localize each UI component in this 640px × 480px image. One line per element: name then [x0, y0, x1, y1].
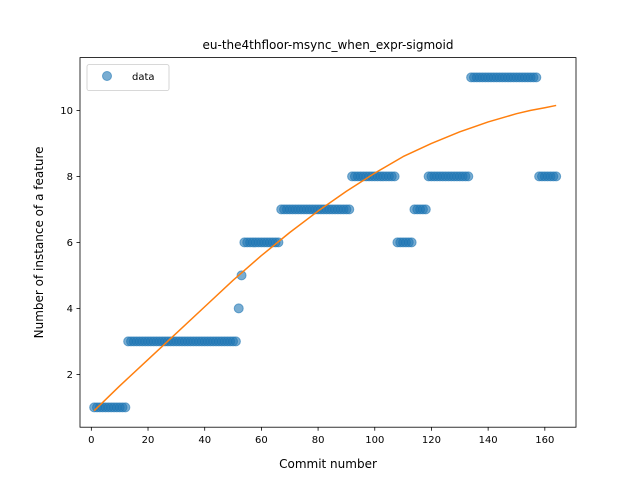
data-point: [531, 72, 542, 83]
plot-marks: [89, 72, 562, 413]
x-tick-label: 140: [479, 435, 498, 446]
x-tick-label: 0: [88, 435, 94, 446]
x-axis-label: Commit number: [279, 457, 377, 471]
x-tick-label: 80: [312, 435, 325, 446]
y-axis-label: Number of instance of a feature: [32, 146, 46, 338]
data-point: [406, 237, 417, 248]
fit-line: [93, 104, 557, 412]
y-tick-label: 10: [60, 106, 73, 117]
data-point: [344, 204, 355, 215]
chart-title: eu-the4thfloor-msync_when_expr-sigmoid: [203, 38, 454, 52]
y-tick-label: 8: [67, 172, 73, 183]
data-point: [233, 303, 244, 314]
x-tick-label: 120: [422, 435, 441, 446]
x-tick-label: 20: [142, 435, 155, 446]
legend-marker-data: [102, 71, 112, 81]
x-tick-label: 60: [255, 435, 268, 446]
legend: data: [86, 64, 170, 91]
x-tick-label: 100: [365, 435, 384, 446]
data-point: [230, 336, 241, 347]
data-point: [389, 171, 400, 182]
x-tick-label: 160: [535, 435, 554, 446]
y-tick-label: 2: [67, 370, 73, 381]
data-point: [463, 171, 474, 182]
y-tick-label: 4: [67, 304, 73, 315]
y-tick-label: 6: [67, 238, 73, 249]
data-point: [236, 270, 247, 281]
legend-label-data: data: [132, 72, 155, 83]
axis-ticks: 0 20 40 60 80 100 120 140 160 2 4 6 8 10: [60, 106, 554, 446]
legend-box: [86, 64, 170, 91]
data-point: [551, 171, 562, 182]
plot-frame: [79, 57, 577, 428]
data-point: [120, 402, 131, 413]
data-point: [420, 204, 431, 215]
x-tick-label: 40: [198, 435, 211, 446]
